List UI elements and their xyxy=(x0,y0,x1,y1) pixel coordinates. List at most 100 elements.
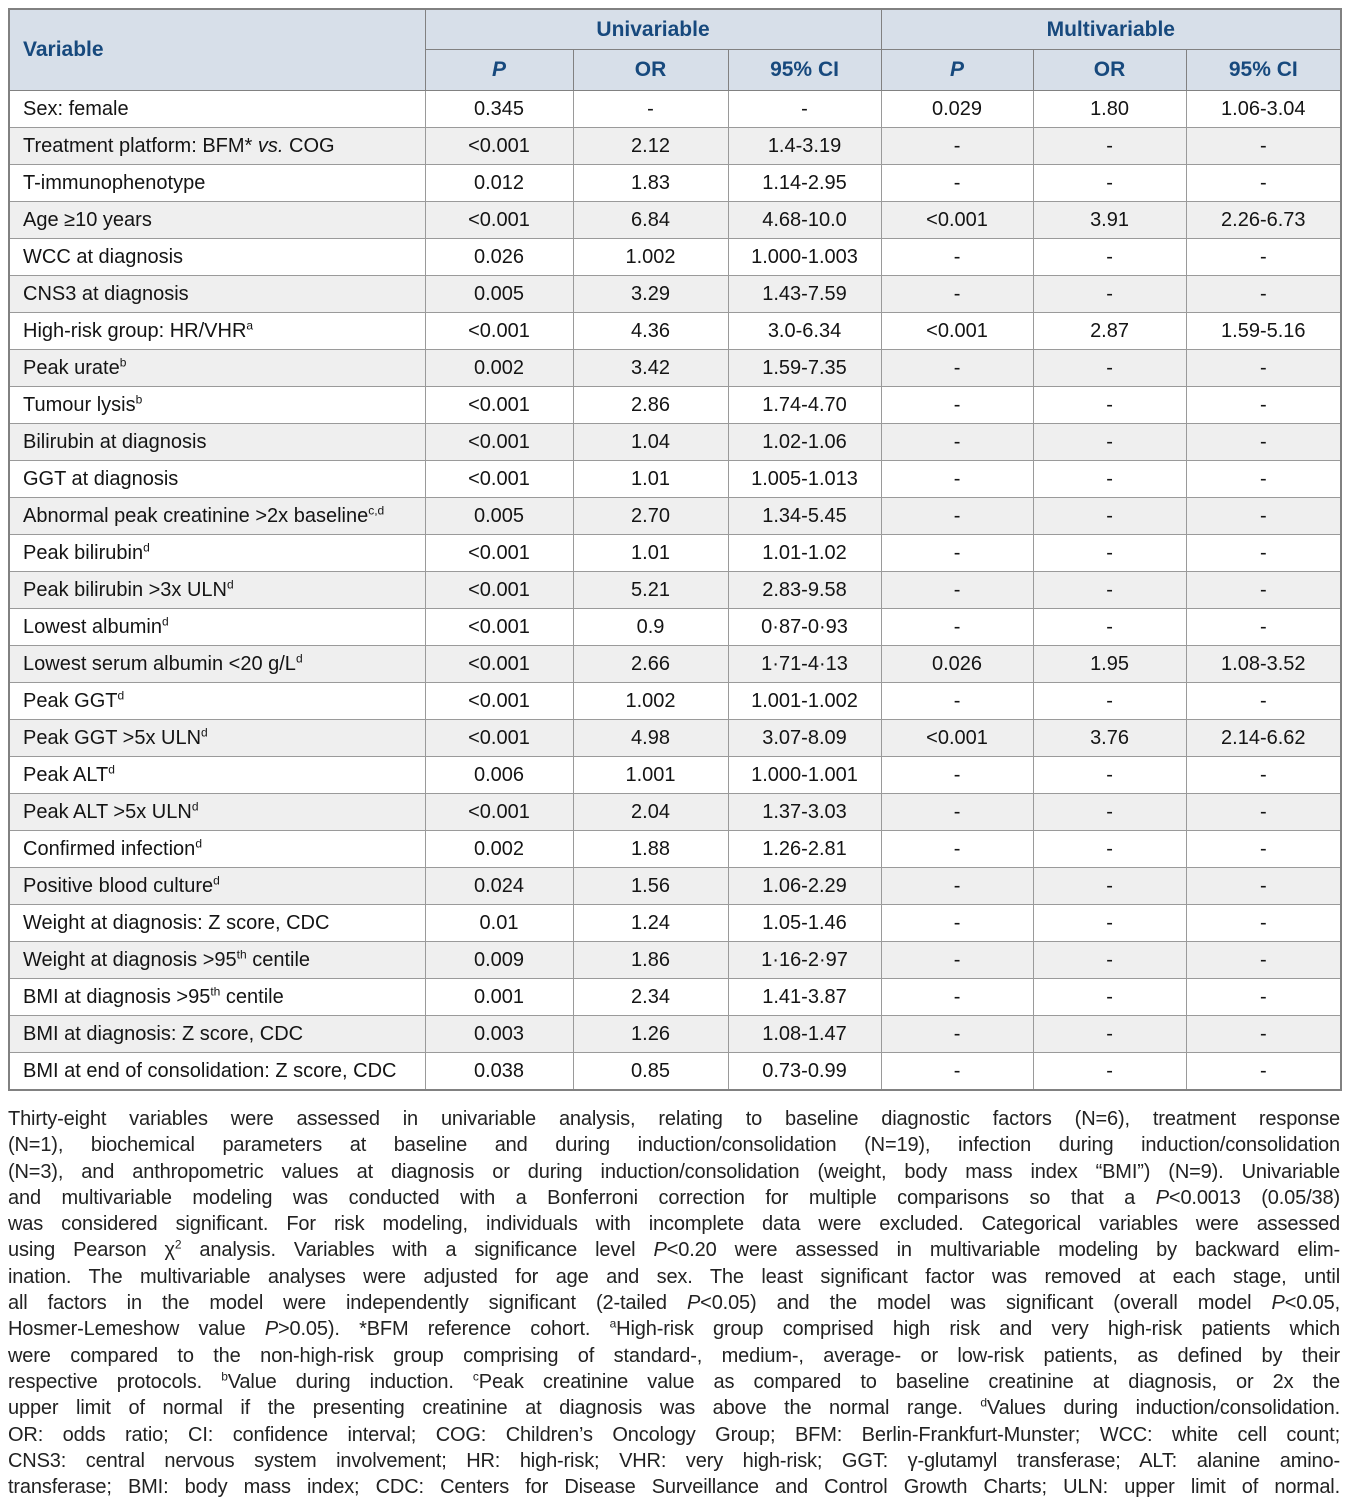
value-cell: 1.06-2.29 xyxy=(727,867,882,905)
footnote-line: ination. The multivariable analyses were… xyxy=(8,1265,1340,1288)
table-row: BMI at end of consolidation: Z score, CD… xyxy=(8,1052,1342,1091)
variable-cell: Peak ALTd xyxy=(8,756,426,794)
footnote-line: using Pearson χ2 analysis. Variables wit… xyxy=(8,1237,1340,1262)
value-cell: - xyxy=(880,608,1034,646)
value-cell: - xyxy=(880,1015,1034,1053)
value-cell: 1.24 xyxy=(572,904,729,942)
value-cell: - xyxy=(1032,978,1187,1016)
table-row: Peak GGT >5x ULNd <0.001 4.98 3.07-8.09 <0.0… xyxy=(8,719,1342,757)
table-row: Peak ALTd 0.006 1.001 1.000-1.001- - - xyxy=(8,756,1342,794)
group-header-univariable: Univariable xyxy=(424,8,882,50)
value-cell: 1.34-5.45 xyxy=(727,497,882,535)
table-row: BMI at diagnosis >95th centile 0.001 2.34 1… xyxy=(8,978,1342,1016)
value-cell: - xyxy=(1032,830,1187,868)
value-cell: 6.84 xyxy=(572,201,729,239)
value-cell: - xyxy=(1185,756,1342,794)
table-row: BMI at diagnosis: Z score, CDC 0.003 1.26 1… xyxy=(8,1015,1342,1053)
variable-cell: Peak urateb xyxy=(8,349,426,387)
value-cell: 1.08-3.52 xyxy=(1185,645,1342,683)
value-cell: - xyxy=(880,1052,1034,1091)
value-cell: - xyxy=(1185,793,1342,831)
variable-cell: GGT at diagnosis xyxy=(8,460,426,498)
value-cell: 1.88 xyxy=(572,830,729,868)
table-body: Sex: female 0.345- -0.029 1.80 1.06-3.04 Trea… xyxy=(8,90,1342,1091)
value-cell: 1.001 xyxy=(572,756,729,794)
value-cell: 3.29 xyxy=(572,275,729,313)
value-cell: - xyxy=(880,497,1034,535)
value-cell: 0.026 xyxy=(424,238,574,276)
table-row: T-immunophenotype 0.012 1.83 1.14-2.95- - - xyxy=(8,164,1342,202)
table-row: CNS3 at diagnosis 0.005 3.29 1.43-7.59- - - xyxy=(8,275,1342,313)
footnote-line: upper limit of normal if the presenting … xyxy=(8,1395,1340,1420)
value-cell: 1.05-1.46 xyxy=(727,904,882,942)
variable-cell: BMI at end of consolidation: Z score, CD… xyxy=(8,1052,426,1091)
value-cell: - xyxy=(1185,275,1342,313)
variable-cell: Confirmed infectiond xyxy=(8,830,426,868)
value-cell: - xyxy=(1032,275,1187,313)
footnote-line: all factors in the model were independen… xyxy=(8,1292,1340,1315)
value-cell: 4.98 xyxy=(572,719,729,757)
value-cell: - xyxy=(1185,386,1342,424)
value-cell: <0.001 xyxy=(424,682,574,720)
value-cell: - xyxy=(1185,127,1342,165)
value-cell: 3.0-6.34 xyxy=(727,312,882,350)
value-cell: - xyxy=(1185,978,1342,1016)
value-cell: 1.95 xyxy=(1032,645,1187,683)
variable-cell: Lowest albumind xyxy=(8,608,426,646)
value-cell: 2.66 xyxy=(572,645,729,683)
table-row: WCC at diagnosis 0.026 1.002 1.000-1.003- - - xyxy=(8,238,1342,276)
value-cell: - xyxy=(1185,867,1342,905)
value-cell: 0·87-0·93 xyxy=(727,608,882,646)
value-cell: 1.14-2.95 xyxy=(727,164,882,202)
value-cell: 2.14-6.62 xyxy=(1185,719,1342,757)
footnote-line: were compared to the non-high-risk group… xyxy=(8,1344,1340,1367)
variable-cell: High-risk group: HR/VHRa xyxy=(8,312,426,350)
value-cell: 1·71-4·13 xyxy=(727,645,882,683)
value-cell: 1.26 xyxy=(572,1015,729,1053)
value-cell: <0.001 xyxy=(424,460,574,498)
value-cell: <0.001 xyxy=(424,201,574,239)
value-cell: - xyxy=(880,904,1034,942)
table-row: Tumour lysisb <0.001 2.86 1.74-4.70- - - xyxy=(8,386,1342,424)
value-cell: 2.87 xyxy=(1032,312,1187,350)
group-header-multivariable: Multivariable xyxy=(880,8,1342,50)
value-cell: - xyxy=(880,867,1034,905)
value-cell: 2.83-9.58 xyxy=(727,571,882,609)
value-cell: 0.012 xyxy=(424,164,574,202)
value-cell: 0.73-0.99 xyxy=(727,1052,882,1091)
value-cell: <0.001 xyxy=(880,719,1034,757)
value-cell: - xyxy=(880,571,1034,609)
column-header-multivariable-p: P xyxy=(880,49,1034,91)
value-cell: - xyxy=(880,127,1034,165)
value-cell: 2.86 xyxy=(572,386,729,424)
value-cell: 1.4-3.19 xyxy=(727,127,882,165)
table-row: Lowest serum albumin <20 g/Ld <0.001 2.66 1… xyxy=(8,645,1342,683)
column-header-multivariable-or: OR xyxy=(1032,49,1187,91)
value-cell: 1.01 xyxy=(572,460,729,498)
value-cell: 0.026 xyxy=(880,645,1034,683)
footnote-line: and multivariable modeling was conducted… xyxy=(8,1186,1340,1209)
variable-cell: Bilirubin at diagnosis xyxy=(8,423,426,461)
value-cell: <0.001 xyxy=(424,645,574,683)
value-cell: 4.36 xyxy=(572,312,729,350)
column-header-variable: Variable xyxy=(8,8,426,91)
value-cell: - xyxy=(1185,164,1342,202)
value-cell: 3.91 xyxy=(1032,201,1187,239)
value-cell: <0.001 xyxy=(424,386,574,424)
value-cell: 1.002 xyxy=(572,682,729,720)
value-cell: 0.002 xyxy=(424,830,574,868)
value-cell: 1.01 xyxy=(572,534,729,572)
table-row: Confirmed infectiond 0.002 1.88 1.26-2.81- -… xyxy=(8,830,1342,868)
variable-cell: Weight at diagnosis: Z score, CDC xyxy=(8,904,426,942)
value-cell: <0.001 xyxy=(424,534,574,572)
column-header-univariable-p: P xyxy=(424,49,574,91)
value-cell: 1.08-1.47 xyxy=(727,1015,882,1053)
value-cell: - xyxy=(1185,1015,1342,1053)
variable-cell: Peak ALT >5x ULNd xyxy=(8,793,426,831)
table-row: Peak GGTd <0.001 1.002 1.001-1.002- - - xyxy=(8,682,1342,720)
value-cell: - xyxy=(1185,423,1342,461)
value-cell: - xyxy=(1185,941,1342,979)
footnote-line: CNS3: central nervous system involvement… xyxy=(8,1449,1340,1472)
value-cell: - xyxy=(1032,497,1187,535)
value-cell: - xyxy=(880,793,1034,831)
